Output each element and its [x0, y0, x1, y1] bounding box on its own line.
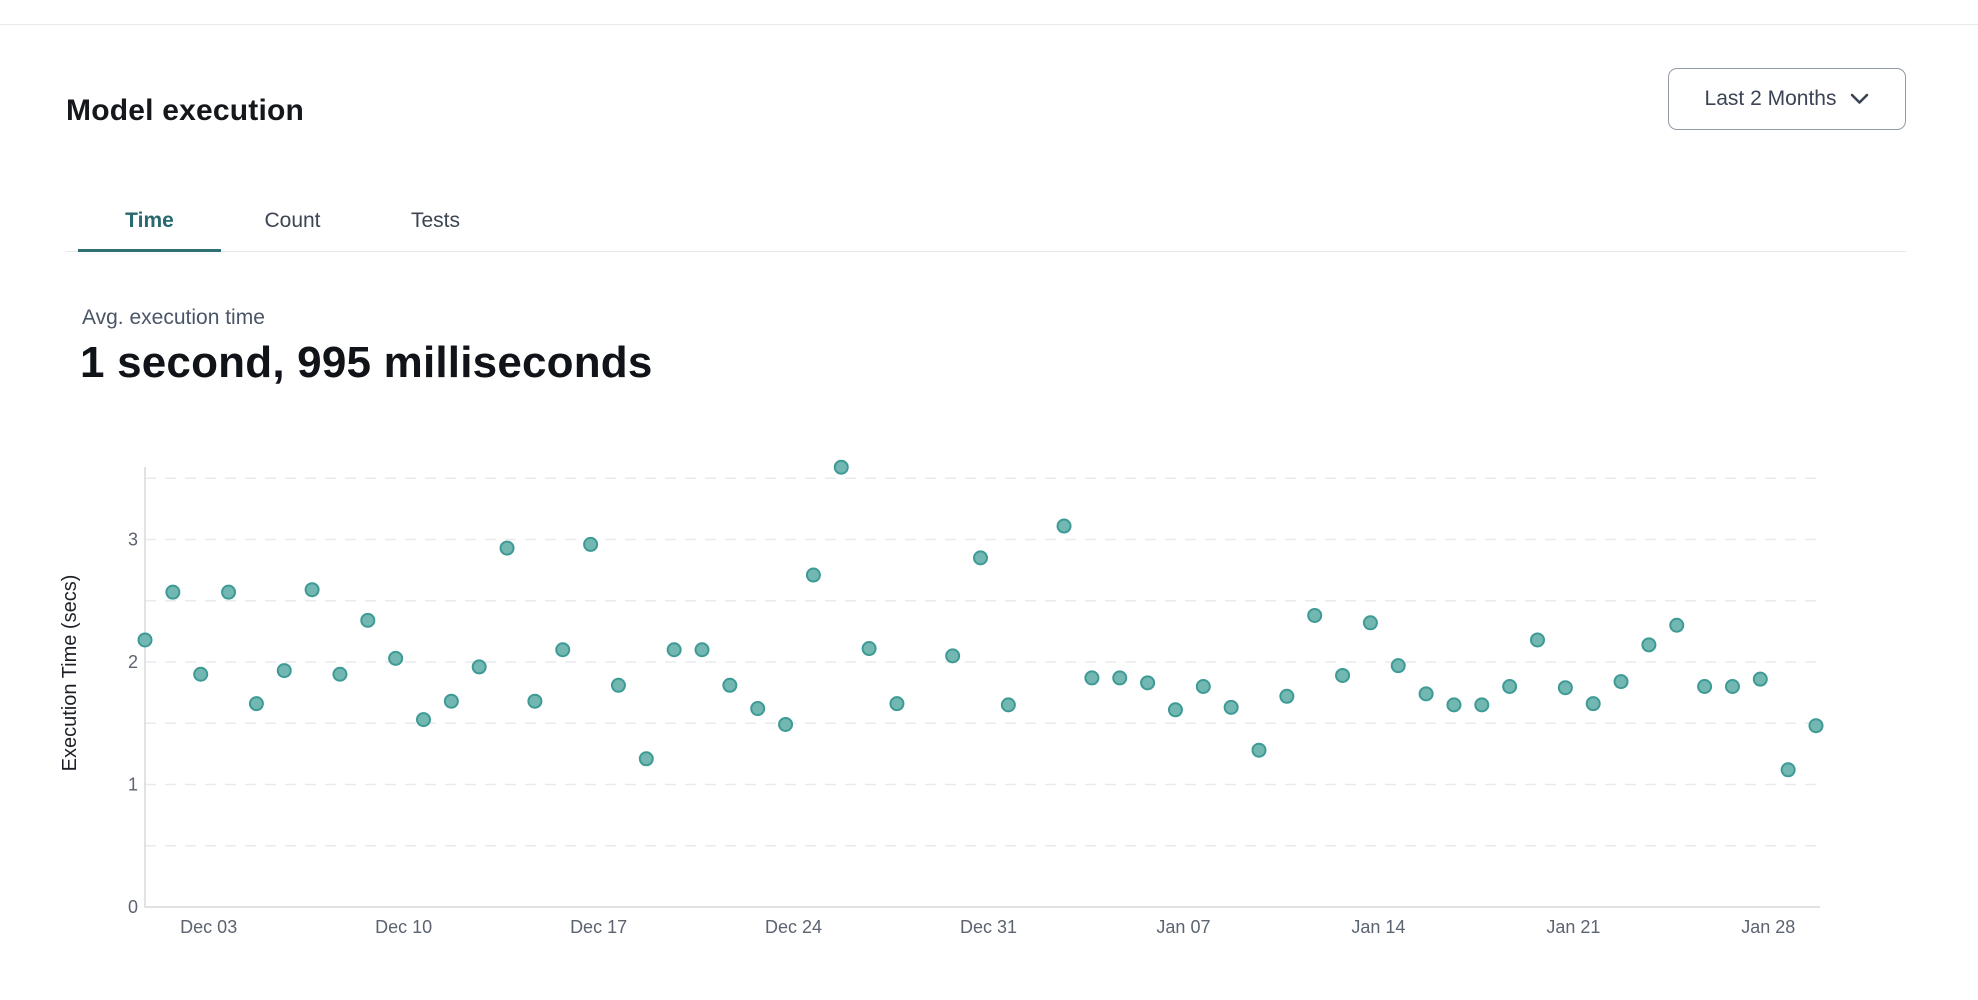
data-point[interactable]: [360, 612, 376, 628]
data-point[interactable]: [1000, 697, 1016, 713]
y-tick-label: 2: [128, 652, 138, 672]
data-point[interactable]: [666, 642, 682, 658]
data-point[interactable]: [1056, 518, 1072, 534]
data-point[interactable]: [889, 696, 905, 712]
tab-time[interactable]: Time: [78, 192, 221, 252]
data-point[interactable]: [945, 648, 961, 664]
stat-label: Avg. execution time: [82, 306, 265, 329]
data-point[interactable]: [1362, 615, 1378, 631]
y-tick-label: 3: [128, 530, 138, 550]
tab-count-label: Count: [264, 208, 321, 232]
data-point[interactable]: [1502, 679, 1518, 694]
data-point[interactable]: [722, 677, 738, 693]
data-point[interactable]: [1613, 674, 1629, 690]
data-point[interactable]: [248, 696, 264, 712]
page-title: Model execution: [66, 94, 305, 128]
data-point[interactable]: [416, 712, 431, 728]
data-point[interactable]: [137, 632, 153, 648]
x-tick-label: Dec 17: [570, 917, 627, 937]
data-point[interactable]: [1585, 696, 1601, 712]
data-point[interactable]: [471, 659, 487, 675]
data-point[interactable]: [1530, 632, 1545, 648]
scatter-chart: 0 1 2 3 Dec 03 Dec 10 Dec 17 Dec 24 Dec 31 Jan 07…: [59, 459, 1824, 937]
data-point[interactable]: [165, 584, 181, 600]
y-tick-label: 0: [128, 897, 138, 917]
data-point[interactable]: [499, 540, 515, 556]
data-point[interactable]: [638, 751, 654, 767]
data-point[interactable]: [1335, 667, 1351, 683]
data-point[interactable]: [833, 459, 849, 475]
data-point[interactable]: [332, 666, 348, 682]
data-point[interactable]: [443, 693, 459, 709]
data-point[interactable]: [694, 642, 710, 658]
data-point[interactable]: [1474, 697, 1490, 713]
tab-count[interactable]: Count: [221, 192, 364, 252]
data-point[interactable]: [1140, 675, 1156, 691]
data-point[interactable]: [1112, 670, 1128, 686]
data-point[interactable]: [1418, 686, 1434, 702]
date-range-label: Last 2 Months: [1704, 87, 1837, 110]
x-tick-label: Jan 07: [1156, 917, 1210, 937]
tab-tests-label: Tests: [410, 208, 460, 232]
chevron-down-icon: [1851, 93, 1869, 104]
data-point[interactable]: [610, 677, 626, 693]
data-point[interactable]: [1195, 679, 1211, 694]
data-point[interactable]: [1390, 658, 1406, 674]
axis-line: [144, 467, 1820, 908]
data-point[interactable]: [1084, 670, 1100, 686]
page-top-divider: [0, 24, 1978, 25]
x-tick-label: Jan 28: [1741, 917, 1795, 937]
data-point[interactable]: [1251, 742, 1267, 758]
data-point[interactable]: [304, 582, 320, 598]
x-tick-label: Dec 24: [765, 917, 822, 937]
data-point[interactable]: [1808, 718, 1824, 734]
data-point[interactable]: [388, 650, 404, 666]
tab-tests[interactable]: Tests: [364, 192, 507, 252]
tabs-divider: [66, 251, 1906, 252]
data-point[interactable]: [1279, 688, 1295, 704]
data-point[interactable]: [527, 693, 543, 709]
data-point[interactable]: [805, 567, 821, 583]
tab-time-label: Time: [125, 208, 174, 232]
data-point[interactable]: [1641, 637, 1657, 653]
data-point[interactable]: [973, 550, 988, 566]
data-point[interactable]: [1307, 607, 1323, 623]
data-point[interactable]: [1697, 679, 1713, 694]
x-tick-label: Dec 31: [960, 917, 1017, 937]
y-axis-title: Execution Time (secs): [59, 575, 81, 772]
data-point[interactable]: [583, 536, 599, 552]
data-point[interactable]: [555, 642, 571, 658]
stat-value: 1 second, 995 milliseconds: [80, 338, 653, 387]
x-tick-label: Jan 21: [1546, 917, 1600, 937]
data-point[interactable]: [1167, 702, 1183, 718]
x-tick-label: Dec 10: [375, 917, 432, 937]
data-point[interactable]: [1669, 617, 1685, 633]
data-point[interactable]: [778, 716, 794, 732]
data-point[interactable]: [1223, 699, 1239, 715]
x-tick-label: Jan 14: [1351, 917, 1405, 937]
data-point[interactable]: [193, 666, 209, 682]
data-point[interactable]: [1446, 697, 1462, 713]
tabs: Time Count Tests: [78, 192, 507, 252]
data-point[interactable]: [1780, 762, 1796, 778]
date-range-select[interactable]: Last 2 Months: [1668, 68, 1906, 130]
data-point[interactable]: [1724, 679, 1740, 694]
data-point[interactable]: [1752, 671, 1768, 687]
y-tick-label: 1: [128, 775, 138, 795]
x-tick-label: Dec 03: [180, 917, 237, 937]
data-point[interactable]: [1557, 680, 1573, 696]
data-point[interactable]: [750, 701, 766, 717]
data-point[interactable]: [861, 641, 877, 657]
data-point[interactable]: [276, 663, 292, 679]
data-point[interactable]: [221, 584, 237, 600]
